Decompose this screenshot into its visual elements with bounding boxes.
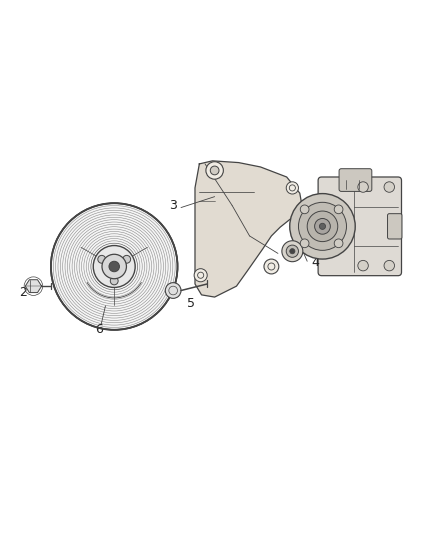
Circle shape (384, 261, 395, 271)
Text: 6: 6 (95, 324, 103, 336)
FancyBboxPatch shape (318, 177, 402, 276)
Circle shape (290, 193, 355, 259)
Circle shape (307, 211, 338, 241)
FancyBboxPatch shape (339, 169, 372, 191)
Circle shape (314, 219, 330, 234)
Circle shape (300, 239, 309, 248)
Circle shape (286, 182, 298, 194)
Circle shape (264, 259, 279, 274)
Circle shape (98, 255, 106, 263)
Circle shape (300, 205, 309, 214)
Circle shape (319, 223, 325, 229)
Polygon shape (195, 161, 302, 297)
Circle shape (206, 161, 223, 179)
Circle shape (358, 261, 368, 271)
Circle shape (165, 282, 181, 298)
Circle shape (334, 205, 343, 214)
Text: 1: 1 (394, 227, 402, 240)
Circle shape (286, 245, 298, 257)
Circle shape (194, 269, 207, 282)
FancyBboxPatch shape (388, 214, 402, 239)
Text: 5: 5 (187, 297, 194, 310)
Circle shape (51, 203, 177, 330)
Circle shape (334, 239, 343, 248)
Circle shape (298, 203, 346, 251)
Circle shape (384, 182, 395, 192)
Circle shape (210, 166, 219, 175)
Polygon shape (25, 280, 42, 293)
Circle shape (110, 277, 118, 285)
Circle shape (93, 246, 135, 287)
Text: 3: 3 (169, 199, 177, 212)
Circle shape (102, 254, 127, 279)
Circle shape (282, 241, 303, 262)
Text: 4: 4 (311, 256, 319, 269)
Circle shape (290, 248, 295, 254)
Circle shape (109, 261, 120, 272)
Circle shape (358, 182, 368, 192)
Text: 2: 2 (19, 286, 27, 299)
Circle shape (123, 255, 131, 263)
